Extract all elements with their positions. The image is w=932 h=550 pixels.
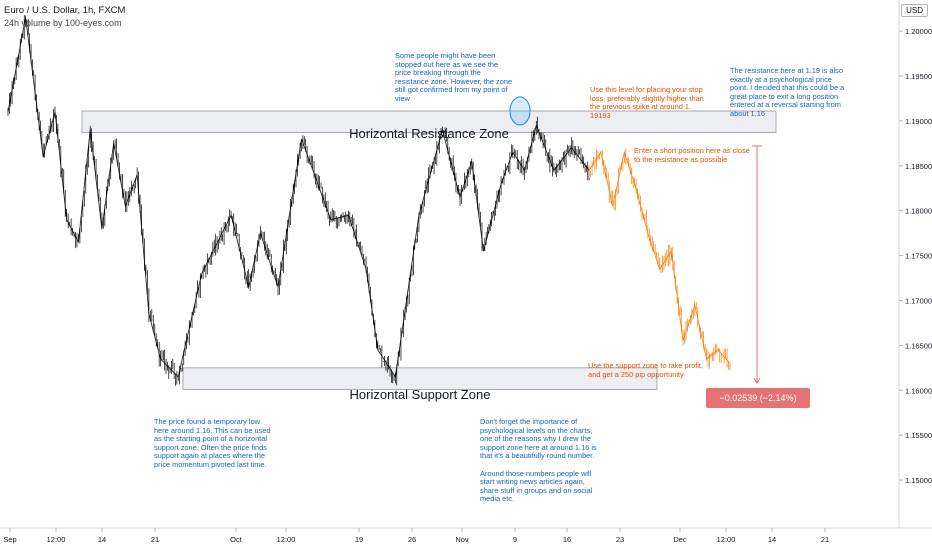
annotation-line: media etc. xyxy=(480,494,515,504)
y-axis: 1.15000 1.15500 1.16000 1.16500 1.17000 1.175… xyxy=(898,0,932,528)
y-tick-label: 1.17500 xyxy=(905,252,932,261)
series-layer xyxy=(7,15,731,386)
annotation-line: to the resistance as possible xyxy=(634,154,728,164)
annotation-short-entry: Enter a short position here as close to t… xyxy=(634,146,750,164)
annotation-line: support zone. Often the price finds xyxy=(154,442,267,452)
annotation-round-number: Don't forget the importance of psychologi… xyxy=(480,417,597,504)
annotation-line: the previous spike at around 1. xyxy=(590,102,692,112)
series-line xyxy=(7,17,590,379)
y-tick-label: 1.19000 xyxy=(905,117,932,126)
series-0 xyxy=(7,15,590,386)
annotation-line: that it's a beautifully round number. xyxy=(480,451,595,461)
annotation-line: and get a 250 pip opportunity xyxy=(588,369,684,379)
x-tick-label: 16 xyxy=(563,535,571,544)
y-tick-label: 1.15000 xyxy=(905,476,932,485)
x-tick-label: 26 xyxy=(408,535,416,544)
x-tick-label: 19 xyxy=(355,535,363,544)
series-1 xyxy=(588,148,731,371)
y-tick-label: 1.20000 xyxy=(905,27,932,36)
annotation-line: Enter a short position here as close xyxy=(634,146,750,155)
spike-highlight-circle xyxy=(509,96,531,126)
annotation-line: psychological levels on the charts, xyxy=(480,425,593,435)
annotation-line: The resistance here at 1.19 is also xyxy=(730,66,843,75)
annotation-line: here around 1.16. This can be used xyxy=(154,425,271,435)
annotation-line: still got confirmed from my point of xyxy=(395,85,508,95)
x-tick-label: 12:00 xyxy=(717,535,736,544)
annotation-line: exactly at a psychological price xyxy=(730,74,832,84)
annotation-take-profit: Use the support zone to take profit, and … xyxy=(588,361,704,379)
annotation-temp-low: The price found a temporary low here arou… xyxy=(154,417,271,470)
x-tick-label: 21 xyxy=(151,535,159,544)
x-tick-label: Oct xyxy=(230,535,243,544)
annotation-line: entered at a reversal starting from xyxy=(730,100,841,110)
x-tick-label: 14 xyxy=(98,535,106,544)
annotation-line: resistance zone. However, the zone xyxy=(395,76,513,86)
annotation-line: support again at places where the xyxy=(154,451,265,461)
x-tick-label: 21 xyxy=(821,535,829,544)
zones-layer xyxy=(81,110,777,390)
annotation-line: start writing news articles again, xyxy=(480,477,585,487)
annotation-line: The price found a temporary low xyxy=(154,417,260,426)
x-tick-label: 9 xyxy=(513,535,517,544)
chart-title: Euro / U.S. Dollar, 1h, FXCM xyxy=(4,5,126,16)
y-tick-label: 1.19500 xyxy=(905,72,932,81)
x-tick-label: Nov xyxy=(455,535,469,544)
support-zone-label: Horizontal Support Zone xyxy=(349,387,491,402)
measure-arrow xyxy=(753,377,761,384)
annotation-line: Use this level for placing your stop xyxy=(590,85,703,94)
x-tick-label: Dec xyxy=(673,535,687,544)
y-tick-label: 1.17000 xyxy=(905,297,932,306)
y-tick-label: 1.16000 xyxy=(905,386,932,395)
annotation-line: view xyxy=(395,93,410,103)
x-tick-label: Sep xyxy=(3,535,16,544)
annotation-line: support zone here at around 1.16 is xyxy=(480,442,597,452)
annotation-line: Don't forget the importance of xyxy=(480,417,578,426)
x-tick-label: 14 xyxy=(768,535,776,544)
x-tick-label: 12:00 xyxy=(277,535,296,544)
annotation-line: great place to exit a long position xyxy=(730,91,839,101)
annotation-line: loss, preferably slightly higher than xyxy=(590,93,704,103)
annotation-line: Some people might have been xyxy=(395,51,496,60)
x-tick-label: 23 xyxy=(616,535,624,544)
y-tick-label: 1.18000 xyxy=(905,207,932,216)
y-tick-label: 1.16500 xyxy=(905,341,932,350)
annotation-stop-loss: Use this level for placing your stop loss… xyxy=(590,85,704,120)
measure-readout: −0.02539 (−2.14%) −253.9 xyxy=(706,388,810,423)
annotation-line: Around those numbers people will xyxy=(480,468,592,478)
support-zone[interactable] xyxy=(182,367,658,390)
x-axis: Sep 12:00 14 21 Oct 12:00 19 26 Nov 9 16 23 Dec 12:00… xyxy=(0,527,932,544)
series-line xyxy=(588,150,731,364)
annotation-line: point. I decided that this could be a xyxy=(730,83,845,93)
annotation-stopped-out: Some people might have been stopped out h… xyxy=(395,51,513,104)
marks-layer xyxy=(509,96,762,384)
y-tick-label: 1.15500 xyxy=(905,431,932,440)
currency-badge[interactable]: USD xyxy=(901,4,928,17)
chart-subtitle: 24h volume by 100-eyes.com xyxy=(4,18,122,28)
resistance-zone[interactable] xyxy=(81,110,777,133)
annotation-psych-resistance: The resistance here at 1.19 is also exact… xyxy=(730,66,845,119)
annotation-line: Use the support zone to take profit, xyxy=(588,361,704,370)
annotation-line: price breaking through the xyxy=(395,68,481,78)
y-tick-label: 1.18500 xyxy=(905,162,932,171)
resistance-zone-label: Horizontal Resistance Zone xyxy=(349,126,509,141)
annotation-line: one of the reasons why I drew the xyxy=(480,434,591,444)
annotation-line: share stuff in groups and on social xyxy=(480,485,593,495)
annotation-line: about 1.16 xyxy=(730,108,765,118)
annotation-line: 19193 xyxy=(590,110,611,120)
annotation-line: stopped out here as we see the xyxy=(395,59,499,69)
annotation-line: price momentum pivoted last time. xyxy=(154,459,267,469)
annotation-line: as the starting point of a horizontal xyxy=(154,434,267,444)
x-tick-label: 12:00 xyxy=(47,535,66,544)
